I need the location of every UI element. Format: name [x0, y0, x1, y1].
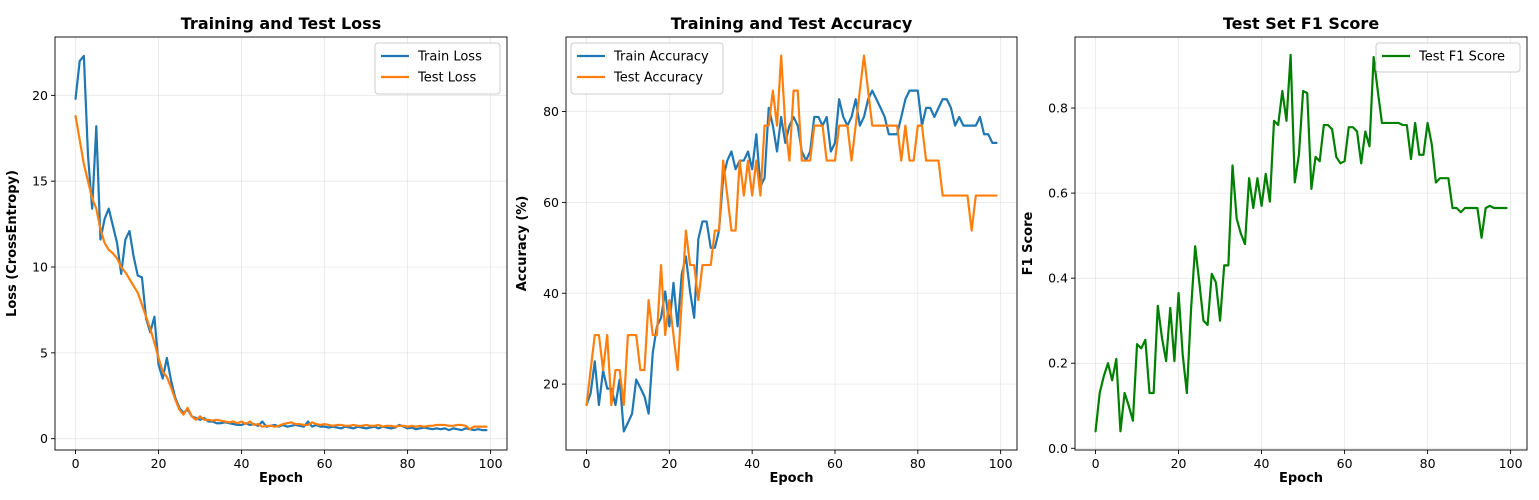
legend: Train Accuracy Test Accuracy — [570, 42, 724, 95]
x-tick-label: 100 — [989, 456, 1013, 471]
y-tick-label: 60 — [543, 195, 559, 210]
x-axis-label: Epoch — [1279, 471, 1323, 486]
x-tick-label: 60 — [1337, 456, 1353, 471]
x-tick-label: 20 — [151, 456, 167, 471]
series-line-test-f1-score — [1094, 53, 1508, 433]
y-tick-label: 0.0 — [1048, 441, 1068, 456]
y-tick-label: 0.4 — [1048, 271, 1068, 286]
series-line-train-loss — [74, 54, 488, 432]
chart-title: Test Set F1 Score — [1223, 14, 1380, 33]
x-tick-label: 40 — [234, 456, 250, 471]
y-tick-label: 15 — [32, 174, 48, 189]
legend-label: Train Accuracy — [613, 50, 709, 65]
y-tick-label: 0.2 — [1048, 356, 1068, 371]
legend-label: Test Loss — [417, 71, 476, 86]
chart-panel-1: 0 20 40 60 80 100 0 5 10 15 20 Training and Test Lo… — [5, 14, 508, 486]
x-tick-label: 80 — [400, 456, 416, 471]
x-tick-label: 80 — [910, 456, 926, 471]
x-tick-label: 40 — [744, 456, 760, 471]
x-tick-label: 20 — [1171, 456, 1187, 471]
y-tick-label: 80 — [543, 104, 559, 119]
y-tick-label: 40 — [543, 286, 559, 301]
series-line-test-loss — [74, 114, 488, 431]
x-tick-label: 0 — [583, 456, 591, 471]
legend: Test F1 Score — [1375, 42, 1521, 73]
chart-panel-3: 0 20 40 60 80 100 0.0 0.2 0.4 0.6 0.8 Test Set F1 S… — [1021, 14, 1528, 486]
legend: Train Loss Test Loss — [374, 42, 501, 95]
x-tick-label: 20 — [661, 456, 677, 471]
legend-box — [1375, 42, 1521, 73]
x-tick-label: 60 — [317, 456, 333, 471]
x-tick-label: 80 — [1420, 456, 1436, 471]
legend-label: Test Accuracy — [613, 71, 703, 86]
chart-title: Training and Test Accuracy — [671, 14, 913, 33]
x-tick-label: 100 — [1499, 456, 1523, 471]
chart-panel-2: 0 20 40 60 80 100 20 40 60 80 Training and Test Ac… — [515, 14, 1018, 486]
y-tick-label: 0.6 — [1048, 186, 1068, 201]
y-tick-label: 0 — [40, 431, 48, 446]
legend-box — [570, 42, 724, 95]
axes-frame — [54, 36, 508, 451]
y-tick-label: 10 — [32, 260, 48, 275]
axes-frame — [1074, 36, 1528, 451]
y-tick-label: 0.8 — [1048, 101, 1068, 116]
x-axis-label: Epoch — [259, 471, 303, 486]
y-axis-label: Loss (CrossEntropy) — [5, 170, 20, 317]
y-tick-label: 20 — [32, 88, 48, 103]
x-axis-label: Epoch — [769, 471, 813, 486]
x-tick-label: 0 — [1092, 456, 1100, 471]
x-tick-label: 40 — [1254, 456, 1270, 471]
y-axis-label: Accuracy (%) — [515, 196, 530, 292]
y-axis-label: F1 Score — [1021, 211, 1036, 275]
y-tick-label: 20 — [543, 377, 559, 392]
x-tick-label: 0 — [72, 456, 80, 471]
x-tick-label: 100 — [479, 456, 503, 471]
y-tick-label: 5 — [40, 345, 48, 360]
legend-label: Test F1 Score — [1418, 50, 1505, 65]
axes-frame — [565, 36, 1018, 451]
x-tick-label: 60 — [827, 456, 843, 471]
chart-title: Training and Test Loss — [181, 14, 381, 33]
legend-label: Train Loss — [417, 50, 482, 65]
series-line-test-accuracy — [585, 54, 998, 407]
